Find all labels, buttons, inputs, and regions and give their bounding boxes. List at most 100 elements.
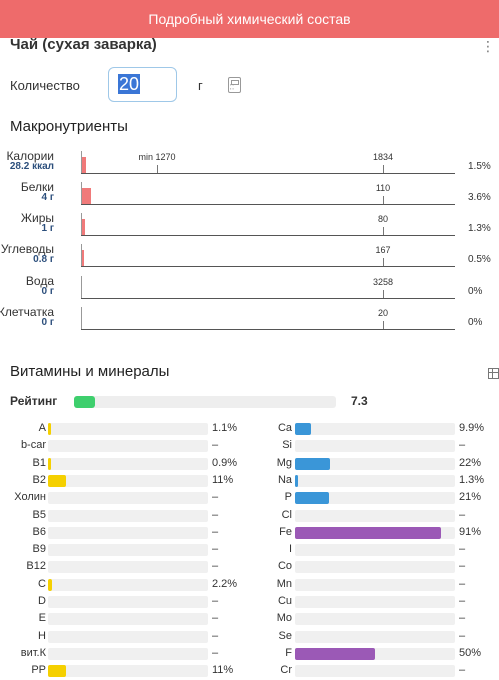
nutrient-track	[48, 665, 208, 677]
vitamin-row: Холин –	[0, 490, 499, 507]
nutrient-fill	[48, 579, 52, 591]
macro-percent: 1.5%	[468, 161, 491, 172]
nutrient-track	[295, 492, 455, 504]
quantity-unit: г	[198, 78, 203, 93]
vitamin-row: B5 –	[0, 508, 499, 525]
nutrient-percent: 9.9%	[459, 422, 485, 434]
nutrient-name: Se	[278, 630, 292, 642]
nutrient-percent: 1.1%	[212, 422, 238, 434]
macro-bar	[82, 188, 91, 204]
nutrient-track	[295, 544, 455, 556]
vitamins-title: Витамины и минералы	[10, 363, 170, 380]
nutrient-percent: –	[212, 612, 219, 624]
macro-percent: 3.6%	[468, 192, 491, 203]
header-bar: Подробный химический состав	[0, 0, 499, 38]
nutrient-percent: –	[212, 630, 219, 642]
nutrient-track	[295, 475, 455, 487]
nutrient-name: C	[38, 578, 46, 590]
vitamin-row: C 2.2%	[0, 577, 499, 594]
macro-axis	[81, 298, 455, 299]
mineral-row: Fe 91%	[0, 525, 499, 542]
macro-norm-label: 167	[375, 245, 391, 255]
macro-baseline	[81, 307, 82, 330]
rating-fill	[74, 396, 95, 408]
vitamin-row: B12 –	[0, 559, 499, 576]
macro-percent: 1.3%	[468, 223, 491, 234]
macro-name: Калории	[6, 149, 54, 163]
macro-amount: 0 г	[41, 286, 54, 297]
nutrient-name: E	[38, 612, 46, 624]
nutrient-percent: 1.3%	[459, 474, 485, 486]
macro-name: Клетчатка	[0, 305, 54, 319]
nutrient-fill	[295, 527, 441, 539]
nutrient-fill	[295, 475, 298, 487]
nutrient-name: Fe	[279, 526, 292, 538]
quantity-label: Количество	[10, 78, 80, 93]
macro-amount: 1 г	[41, 223, 54, 234]
nutrient-percent: 21%	[459, 491, 482, 503]
nutrient-percent: 0.9%	[212, 457, 238, 469]
macro-baseline	[81, 244, 82, 267]
nutrient-name: B2	[32, 474, 46, 486]
nutrient-track	[48, 631, 208, 643]
macro-name: Белки	[20, 180, 54, 194]
nutrient-percent: –	[212, 491, 219, 503]
macro-norm-tick	[383, 196, 384, 204]
macro-row: Клетчатка 0 г 20 0%	[0, 305, 499, 336]
nutrient-fill	[295, 423, 311, 435]
mineral-row: P 21%	[0, 490, 499, 507]
nutrient-name: Холин	[14, 491, 46, 503]
macro-amount: 0 г	[41, 317, 54, 328]
vitamin-row: B9 –	[0, 542, 499, 559]
macro-row: Вода 0 г 3258 0%	[0, 274, 499, 305]
macro-norm-tick	[383, 258, 384, 266]
nutrient-percent: –	[212, 543, 219, 555]
nutrient-track	[48, 544, 208, 556]
macro-baseline	[81, 276, 82, 299]
macro-norm-tick	[383, 227, 384, 235]
macro-norm-tick	[383, 165, 384, 173]
quantity-input[interactable]: 20	[108, 67, 177, 102]
nutrient-name: Si	[282, 439, 292, 451]
mineral-row: Mn –	[0, 577, 499, 594]
macro-amount: 0.8 г	[33, 254, 54, 265]
nutrient-track	[295, 579, 455, 591]
macros-title: Макронутриенты	[10, 118, 128, 135]
nutrient-track	[295, 665, 455, 677]
nutrient-name: b-car	[20, 439, 46, 451]
nutrient-name: Cl	[281, 509, 292, 521]
nutrient-percent: –	[459, 439, 466, 451]
calculator-icon[interactable]	[228, 77, 241, 93]
rating-value: 7.3	[351, 394, 368, 408]
nutrient-percent: –	[459, 664, 466, 676]
mineral-row: Se –	[0, 629, 499, 646]
more-options-icon[interactable]: ⋮	[481, 38, 495, 54]
vitamin-row: H –	[0, 629, 499, 646]
nutrient-percent: –	[212, 647, 219, 659]
nutrient-percent: 11%	[212, 474, 234, 486]
nutrient-track	[48, 596, 208, 608]
nutrient-fill	[295, 492, 329, 504]
macro-row: Калории 28.2 ккал 1834 min 1270 1.5%	[0, 149, 499, 180]
table-view-icon[interactable]	[488, 368, 499, 379]
macro-row: Белки 4 г 110 3.6%	[0, 180, 499, 211]
nutrient-track	[295, 648, 455, 660]
nutrient-name: Ca	[277, 422, 292, 434]
macro-name: Углеводы	[0, 242, 54, 256]
nutrient-name: F	[285, 647, 292, 659]
nutrient-name: B1	[32, 457, 46, 469]
nutrient-fill	[295, 648, 375, 660]
macro-row: Жиры 1 г 80 1.3%	[0, 211, 499, 242]
macro-bar	[82, 157, 86, 173]
nutrient-name: PP	[31, 664, 46, 676]
vitamin-row: A 1.1%	[0, 421, 499, 438]
mineral-row: Mg 22%	[0, 456, 499, 473]
nutrient-track	[48, 527, 208, 539]
nutrient-percent: –	[212, 595, 219, 607]
nutrient-track	[295, 631, 455, 643]
nutrient-name: I	[288, 543, 292, 555]
nutrient-name: B9	[32, 543, 46, 555]
nutrient-track	[48, 492, 208, 504]
nutrient-name: B6	[32, 526, 46, 538]
macro-percent: 0%	[468, 317, 483, 328]
